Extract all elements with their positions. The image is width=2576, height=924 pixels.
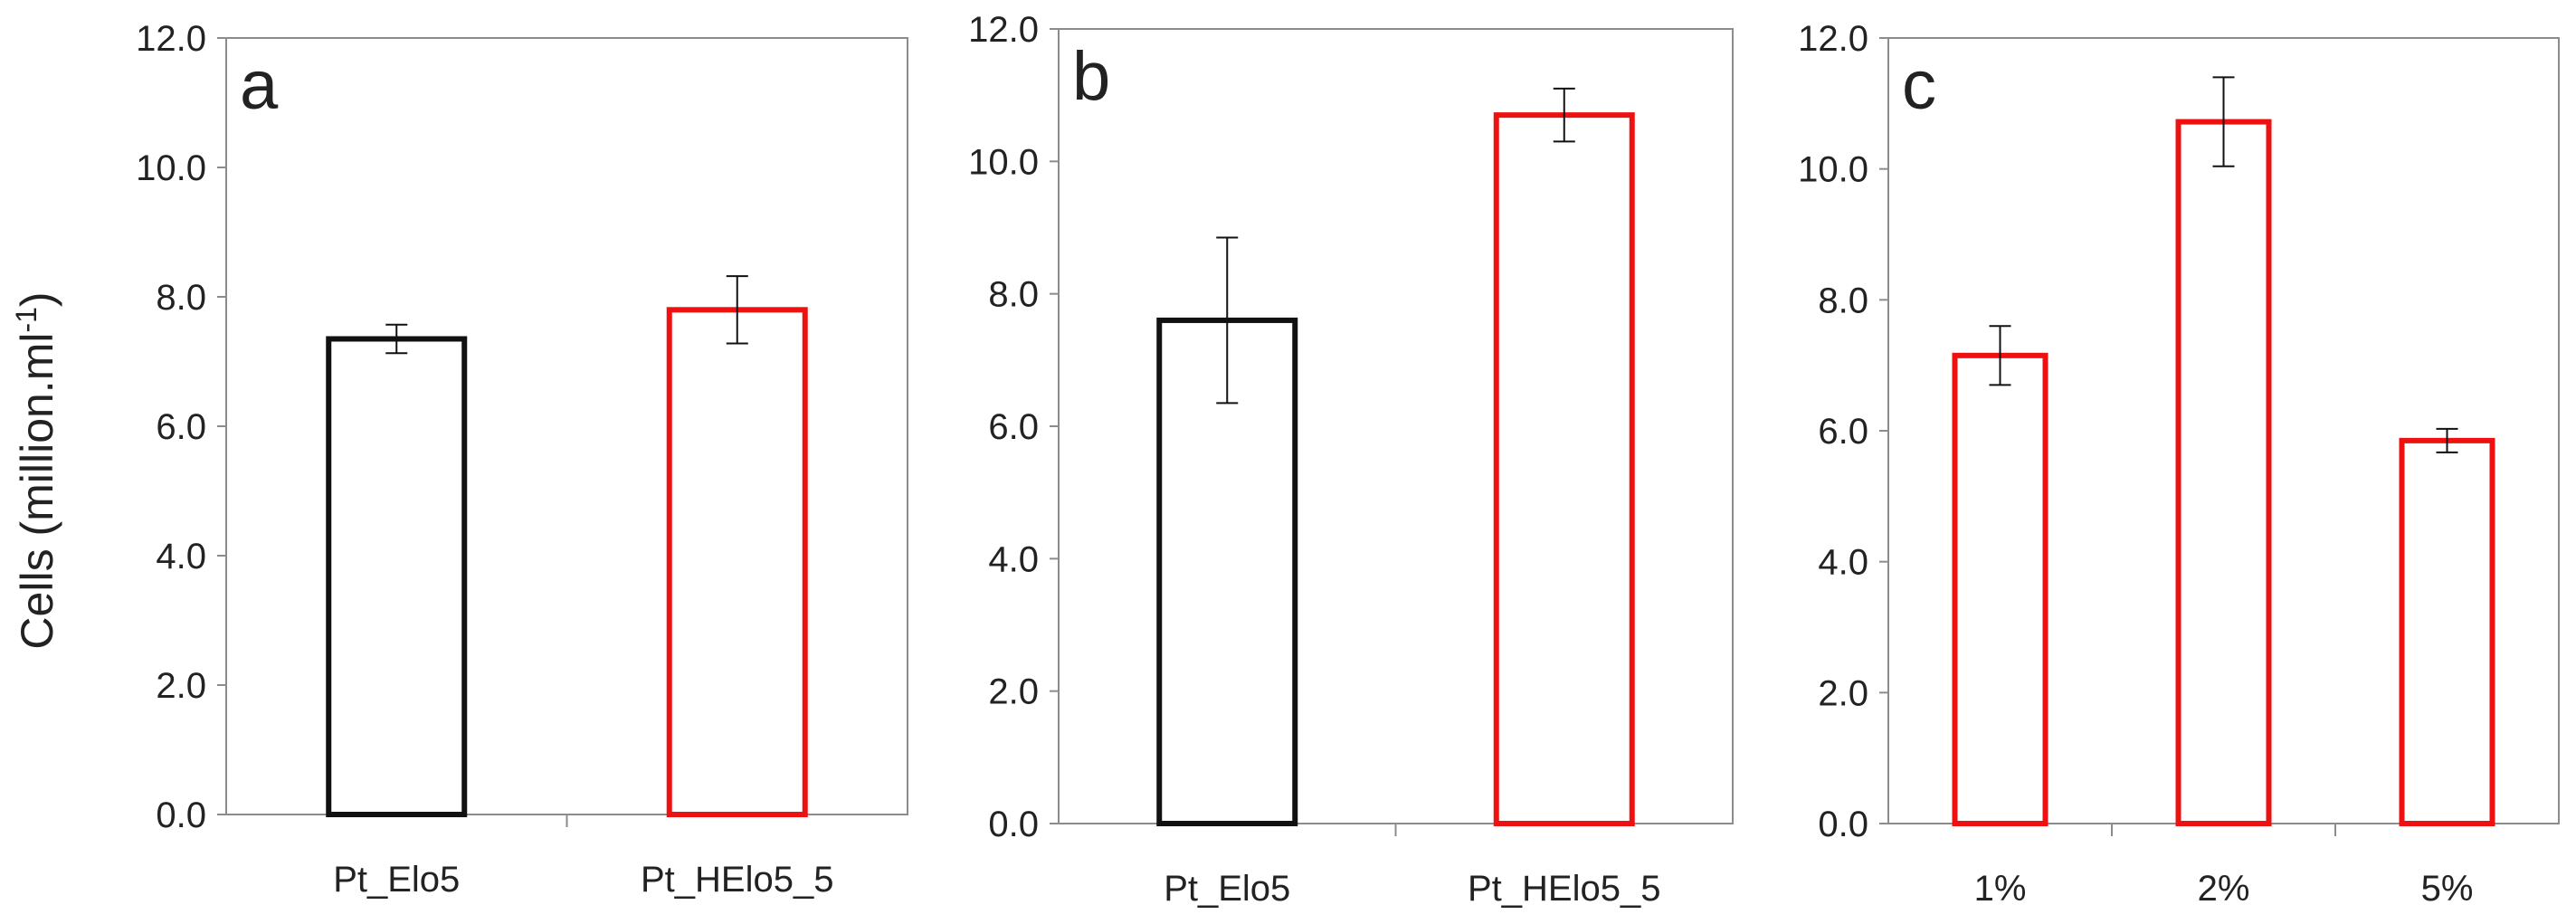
chart-panel-a: 0.0 2.0 4.0 6.0 8.0 10.0 12.0 Pt_Elo5 Pt_HElo5_5… <box>136 19 908 900</box>
chart-panel-c: 0.0 2.0 4.0 6.0 8.0 10.0 12.0 1% 2% 5% c <box>1798 19 2560 909</box>
y-tick-label: 8.0 <box>1818 281 1868 320</box>
y-tick-label: 4.0 <box>1818 543 1868 583</box>
y-tick-label: 6.0 <box>156 407 206 447</box>
y-tick-label: 0.0 <box>988 805 1039 844</box>
y-tick-label: 4.0 <box>156 537 206 576</box>
y-tick-label: 6.0 <box>988 407 1039 447</box>
category-label: 2% <box>2198 869 2250 909</box>
bar-1% <box>1952 352 2048 827</box>
category-label: Pt_Elo5 <box>1164 869 1290 909</box>
y-tick-label: 2.0 <box>156 666 206 706</box>
y-tick-label: 10.0 <box>968 142 1039 182</box>
y-axis-label-close: ) <box>12 291 62 307</box>
y-tick-label: 10.0 <box>136 148 206 188</box>
panel-letter: a <box>240 47 279 124</box>
y-tick-label: 4.0 <box>988 539 1039 579</box>
y-axis-label: Cells (million.ml-1) <box>10 291 62 649</box>
y-tick-label: 12.0 <box>136 19 206 59</box>
y-tick-label: 8.0 <box>988 275 1039 315</box>
y-tick-label: 6.0 <box>1818 412 1868 452</box>
panel-letter: b <box>1072 38 1110 115</box>
y-tick-label: 0.0 <box>156 795 206 835</box>
category-label: Pt_HElo5_5 <box>1468 869 1660 909</box>
category-label: Pt_Elo5 <box>333 860 460 900</box>
y-tick-label: 0.0 <box>1818 805 1868 844</box>
panels: 0.0 2.0 4.0 6.0 8.0 10.0 12.0 Pt_Elo5 Pt_HElo5_5… <box>136 10 2560 909</box>
y-tick-label: 12.0 <box>1798 19 1868 59</box>
bar-Pt_Elo5 <box>1156 317 1298 826</box>
category-label: 1% <box>1974 869 2027 909</box>
bar-2% <box>2175 119 2272 826</box>
y-tick-label: 2.0 <box>988 672 1039 712</box>
y-axis-label-superscript: -1 <box>10 307 43 332</box>
y-tick-label: 10.0 <box>1798 150 1868 190</box>
y-tick-label: 8.0 <box>156 278 206 318</box>
bar-Pt_HElo5_5 <box>666 307 808 817</box>
panel-letter: c <box>1902 47 1936 124</box>
bar-Pt_Elo5 <box>326 336 468 818</box>
y-tick-label: 2.0 <box>1818 673 1868 713</box>
category-label: 5% <box>2421 869 2474 909</box>
y-tick-label: 12.0 <box>968 10 1039 50</box>
bar-5% <box>2399 437 2495 826</box>
chart-panel-b: 0.0 2.0 4.0 6.0 8.0 10.0 12.0 Pt_Elo5 Pt_HElo5_5… <box>968 10 1734 909</box>
category-label: Pt_HElo5_5 <box>641 860 833 900</box>
bar-Pt_HElo5_5 <box>1493 112 1635 827</box>
